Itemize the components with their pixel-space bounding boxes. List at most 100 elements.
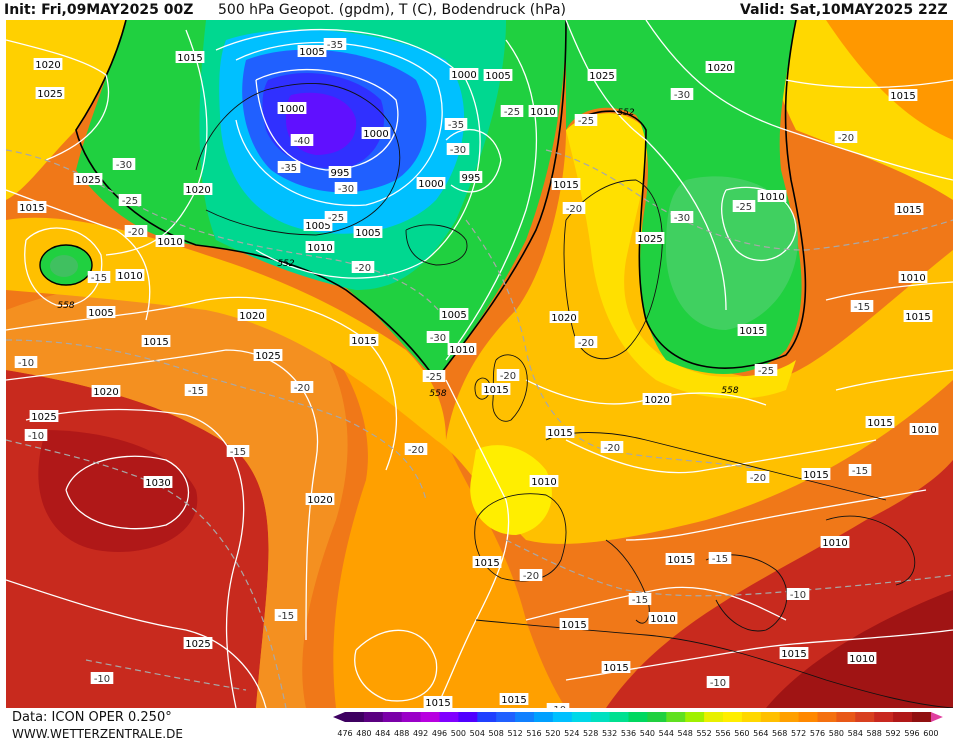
temperature-label: -20 (351, 261, 375, 274)
pressure-label-box (237, 309, 267, 321)
temperature-label: -20 (404, 443, 428, 456)
temperature-label-box (706, 676, 730, 688)
temperature-label-box (670, 88, 694, 100)
temperature-label-text: -40 (294, 136, 310, 147)
pressure-label-box (459, 171, 483, 183)
field-yellow-iberia (470, 445, 552, 535)
color-legend-label: 536 (621, 729, 636, 738)
color-legend-label: 588 (867, 729, 882, 738)
temperature-label-box (90, 672, 114, 684)
isobar-20 (354, 629, 438, 702)
color-legend-label: 552 (696, 729, 711, 738)
temperature-label: -25 (500, 105, 524, 118)
pressure-label: 1025 (73, 173, 103, 186)
color-legend-label: 576 (810, 729, 825, 738)
temperature-label-text: -30 (430, 333, 446, 344)
pressure-label-text: 1010 (117, 271, 142, 282)
temperature-label-text: -35 (281, 163, 297, 174)
color-legend-swatch (609, 712, 629, 722)
pressure-label-text: 1010 (911, 425, 936, 436)
color-legend-label: 508 (489, 729, 504, 738)
pressure-label: 1000 (449, 68, 479, 81)
field-orange-ne (826, 20, 953, 140)
pressure-label: 1015 (903, 310, 933, 323)
temperature-label-text: -10 (790, 590, 806, 601)
temperature-label-text: -10 (710, 678, 726, 689)
isobar-23 (625, 489, 927, 541)
temperature-label-box (334, 182, 358, 194)
pressure-label-box (483, 69, 513, 81)
isobar-11 (785, 79, 953, 89)
temperature-label: -15 (848, 464, 872, 477)
pressure-label-text: 1015 (351, 336, 376, 347)
temperature-label-box (708, 552, 732, 564)
temperature-label: -15 (87, 271, 111, 284)
color-legend-label: 568 (772, 729, 787, 738)
pressure-label-box (648, 612, 678, 624)
temperature-label: -35 (323, 38, 347, 51)
isotherm-2 (6, 339, 427, 501)
field-yellow-scandinavia (566, 113, 796, 399)
pressure-label-box (86, 306, 116, 318)
pressure-label-box (423, 696, 453, 708)
pressure-label-text: 1000 (279, 104, 304, 115)
pressure-label-text: 1010 (759, 192, 784, 203)
pressure-label: 1015 (865, 416, 895, 429)
coast-greenland (195, 83, 401, 236)
pressure-label-text: 1015 (905, 312, 930, 323)
pressure-label: 1020 (549, 311, 579, 324)
geopotential-label: 558 (429, 389, 446, 399)
pressure-label: 1020 (642, 393, 672, 406)
temperature-label: -10 (24, 429, 48, 442)
isobar-5 (215, 29, 481, 279)
pressure-label-text: 1000 (451, 70, 476, 81)
pressure-label-text: 995 (461, 173, 480, 184)
temperature-label: -25 (324, 211, 348, 224)
isotherm-7 (85, 659, 247, 691)
temperature-label-box (14, 356, 38, 368)
temperature-label-text: -20 (500, 371, 516, 382)
pressure-label-box (73, 173, 103, 185)
temperature-label-text: -30 (674, 90, 690, 101)
pressure-label-box (820, 536, 850, 548)
contour-558-cutoff (39, 244, 93, 286)
color-legend-label: 580 (829, 729, 844, 738)
color-legend-swatch (439, 712, 459, 722)
pressure-label: 1015 (141, 335, 171, 348)
temperature-label-box (746, 471, 770, 483)
pressure-label: 1020 (183, 183, 213, 196)
temperature-label-box (290, 134, 314, 146)
isobar-1 (6, 39, 110, 161)
color-legend-swatch (628, 712, 648, 722)
pressure-label-box (449, 68, 479, 80)
pressure-label-text: 1020 (644, 395, 669, 406)
color-legend-swatch (382, 712, 403, 722)
temperature-label: -20 (600, 441, 624, 454)
pressure-label: 995 (328, 166, 352, 179)
pressure-label: 1015 (481, 383, 511, 396)
pressure-label-text: 1015 (896, 205, 921, 216)
pressure-labels: 1020 1025 1015 1005 1000 1005 1025 1020 1015 1000… (17, 45, 939, 708)
isobar-13 (24, 227, 103, 307)
temperature-label: -10 (546, 703, 570, 708)
temperature-label: -15 (628, 593, 652, 606)
temperature-label-box (426, 331, 450, 343)
pressure-label-text: 1030 (145, 478, 170, 489)
pressure-label-text: 1020 (307, 495, 332, 506)
color-legend-label: 480 (356, 729, 371, 738)
pressure-label: 1025 (253, 349, 283, 362)
temperature-label-text: -15 (230, 447, 246, 458)
pressure-label-text: 1015 (143, 337, 168, 348)
temperature-label: -20 (519, 569, 543, 582)
pressure-label-text: 1025 (31, 412, 56, 423)
temperature-label-box (754, 364, 778, 376)
temperature-label: -20 (574, 336, 598, 349)
pressure-label-box (865, 416, 895, 428)
pressure-label: 1015 (801, 468, 831, 481)
pressure-label-box (305, 493, 335, 505)
color-legend-label: 488 (394, 729, 409, 738)
pressure-label-text: 1015 (547, 428, 572, 439)
color-legend-swatch (874, 712, 894, 722)
color-legend-swatch (590, 712, 611, 722)
color-legend-swatches (333, 712, 943, 722)
